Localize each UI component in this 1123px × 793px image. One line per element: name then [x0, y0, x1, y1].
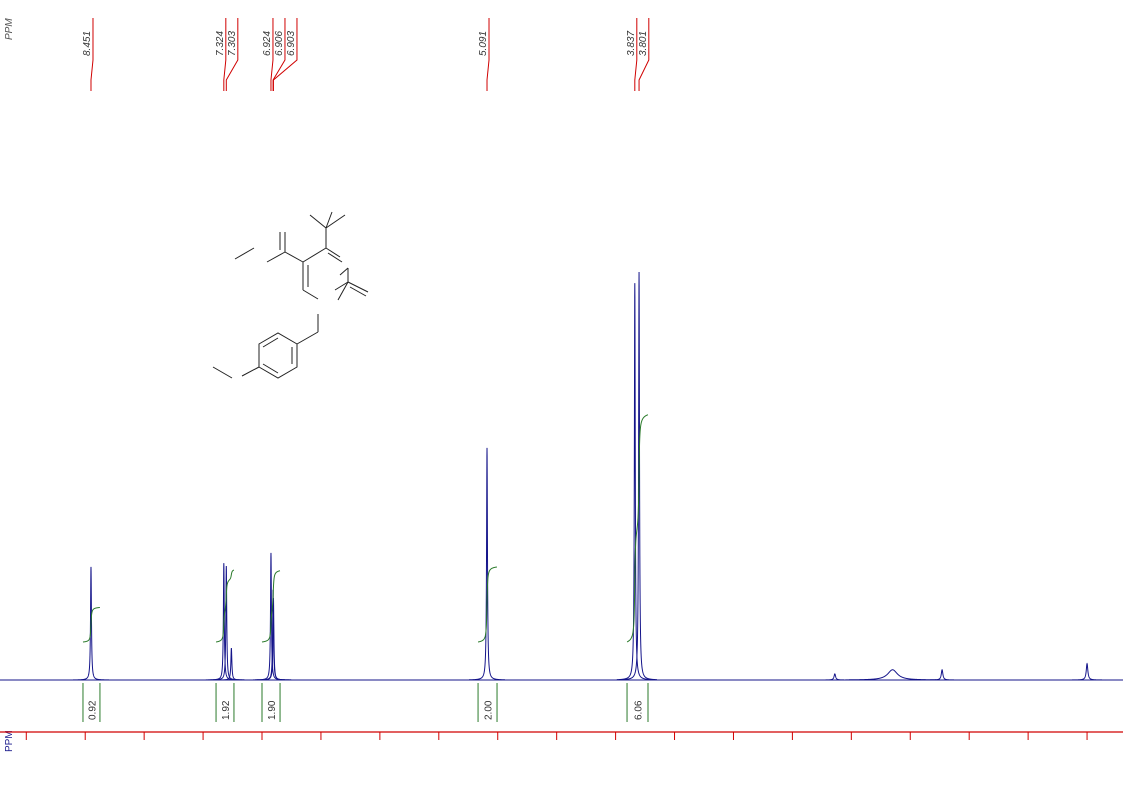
- peak: [616, 283, 653, 681]
- peak-label: 3.837: [626, 31, 637, 56]
- peak-label-line: [638, 18, 650, 91]
- peak-label-line: [225, 18, 239, 91]
- peak-label: 8.451: [82, 31, 93, 56]
- integral-curve: [478, 566, 497, 643]
- peak: [255, 597, 292, 681]
- peak: [816, 673, 853, 681]
- integral-label: 0.92: [87, 700, 98, 720]
- peak-label: 7.303: [227, 31, 238, 56]
- peak-label-line: [272, 18, 298, 91]
- x-axis-label: PPM: [4, 730, 15, 752]
- peak: [72, 566, 109, 681]
- peak-label: 7.324: [215, 31, 226, 56]
- peak-label: 5.091: [478, 31, 489, 56]
- peak-label: 3.801: [638, 31, 649, 56]
- peak: [208, 566, 245, 681]
- integral-curve: [82, 607, 100, 643]
- peak-label-line: [90, 18, 94, 91]
- peak: [469, 447, 505, 681]
- integral-curve: [261, 570, 281, 643]
- peak: [845, 669, 940, 681]
- peak-label-line: [634, 18, 638, 91]
- peak: [213, 647, 250, 681]
- peak: [1069, 662, 1106, 681]
- peak-label-line: [223, 18, 227, 91]
- integral-curve: [215, 569, 235, 643]
- peak-label: 6.924: [262, 31, 273, 56]
- peak-label-line: [270, 18, 274, 91]
- integral-label: 1.92: [221, 700, 232, 720]
- peak-label: 6.906: [274, 31, 285, 56]
- peak: [924, 669, 960, 681]
- peak-label: 6.903: [286, 31, 297, 56]
- integral-label: 6.06: [634, 700, 645, 720]
- integral-curve: [626, 414, 649, 643]
- integral-label: 1.90: [267, 700, 278, 720]
- peak-label-line: [486, 18, 490, 91]
- top-axis-label: PPM: [4, 18, 15, 40]
- integral-label: 2.00: [484, 700, 495, 720]
- structure-drawing: [212, 211, 369, 379]
- peak: [621, 272, 657, 681]
